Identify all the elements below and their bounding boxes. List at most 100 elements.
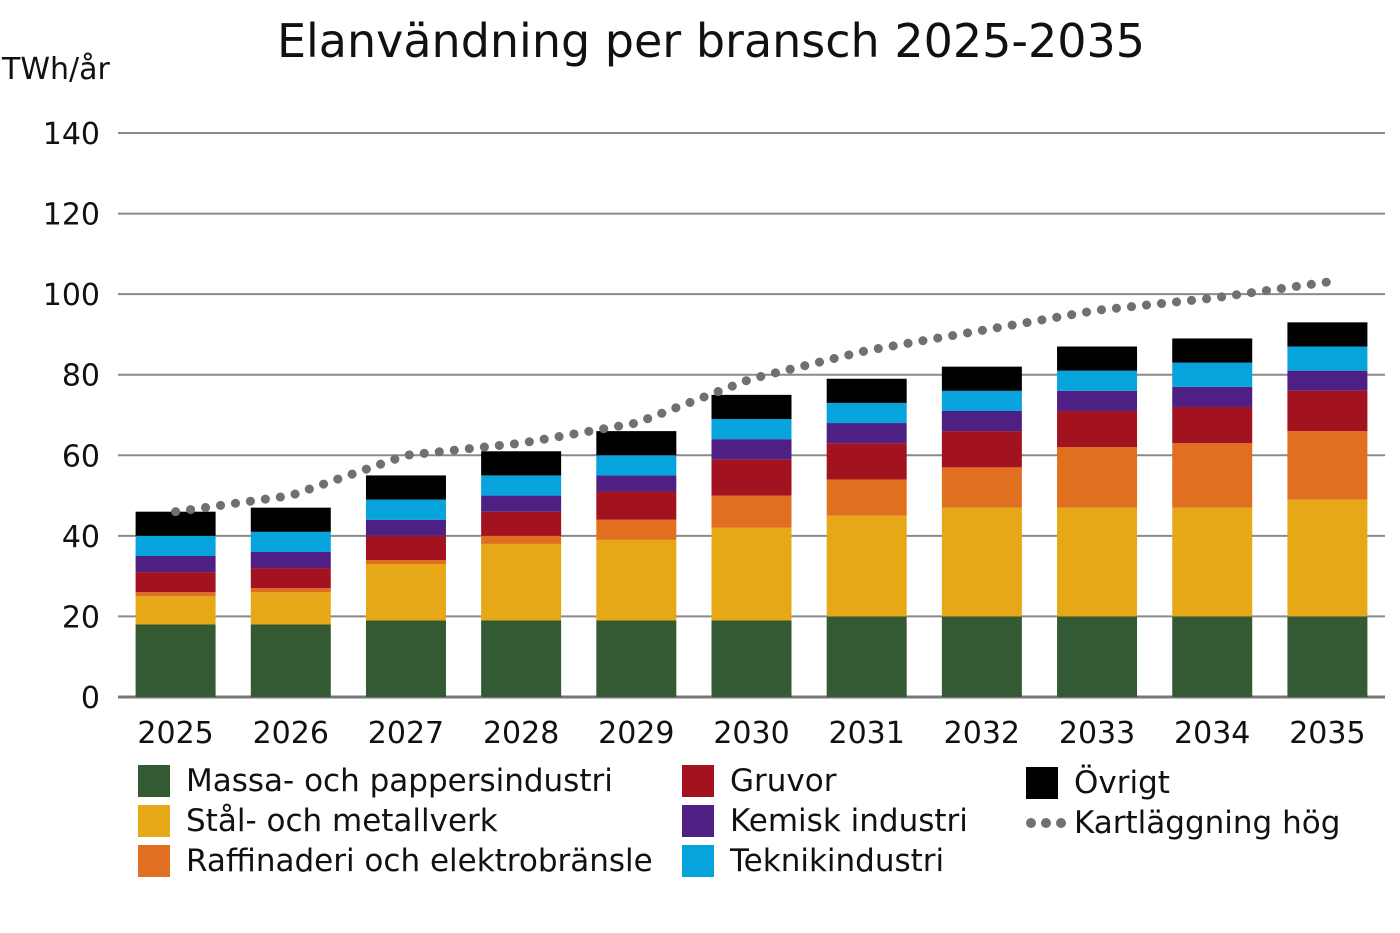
legend-swatch <box>682 805 714 837</box>
bar-segment <box>481 475 562 496</box>
bar-segment <box>481 620 562 697</box>
bar-segment <box>1172 406 1253 444</box>
bar-segment <box>250 624 331 697</box>
legend-label: Massa- och pappersindustri <box>186 763 613 799</box>
bar-segment <box>826 423 907 444</box>
y-tick-label: 120 <box>43 198 100 233</box>
bar-segment <box>135 572 216 593</box>
legend-label: Teknikindustri <box>730 843 945 879</box>
bar-segment <box>711 620 792 697</box>
legend-item-teknik: Teknikindustri <box>682 842 944 880</box>
bar-segment <box>135 556 216 573</box>
bar-segment <box>365 535 446 561</box>
bar-segment <box>250 568 331 589</box>
bar-segment <box>826 479 907 516</box>
legend-item-raffinaderi: Raffinaderi och elektrobränsle <box>138 842 653 880</box>
legend-label: Raffinaderi och elektrobränsle <box>186 843 653 879</box>
y-tick-label: 0 <box>81 681 100 716</box>
bar-segment <box>941 431 1022 468</box>
bar-segment <box>1057 410 1138 448</box>
bar-segment <box>1287 346 1368 371</box>
bar-segment <box>481 511 562 536</box>
bar-segment <box>135 624 216 697</box>
legend-swatch <box>138 845 170 877</box>
bar-segment <box>1287 322 1368 347</box>
legend-item-massa: Massa- och pappersindustri <box>138 762 613 800</box>
bar-segment <box>711 459 792 496</box>
y-tick-label: 80 <box>62 359 100 394</box>
bar-segment <box>1287 370 1368 391</box>
legend-label: Gruvor <box>730 763 837 799</box>
bar-segment <box>1172 338 1253 363</box>
y-tick-labels: 0 20 40 60 80 100 120 140 <box>43 117 100 716</box>
bar-segment <box>250 588 331 593</box>
bar-segment <box>481 451 562 476</box>
bar-segment <box>596 620 677 697</box>
bar-segment <box>1172 443 1253 508</box>
bar-segment <box>1057 346 1138 371</box>
bar-segment <box>1057 390 1138 411</box>
bar-segment <box>596 431 677 456</box>
legend-swatch <box>1026 767 1058 799</box>
bar-segment <box>711 419 792 440</box>
bar-segment <box>596 475 677 492</box>
legend-item-kemisk: Kemisk industri <box>682 802 968 840</box>
bar-segment <box>135 592 216 597</box>
x-tick-labels: 2025 2026 2027 2028 2029 2030 2031 2032 2033 2034… <box>137 716 1365 751</box>
bar-segment <box>1172 386 1253 407</box>
bar-segment <box>941 616 1022 697</box>
chart-title: Elanvändning per bransch 2025-2035 <box>276 14 1146 68</box>
bar-segment <box>250 551 331 569</box>
bar-segment <box>365 560 446 565</box>
bar-segment <box>711 394 792 420</box>
bar-segment <box>941 467 1022 508</box>
bar-segment <box>711 495 792 528</box>
bar-segment <box>1057 370 1138 391</box>
bar-segment <box>481 535 562 544</box>
x-tick-label: 2032 <box>944 716 1020 751</box>
y-tick-label: 140 <box>43 117 100 152</box>
bar-segment <box>365 499 446 520</box>
legend-label: Kartläggning hög <box>1074 805 1341 841</box>
bar-segment <box>596 491 677 520</box>
y-tick-label: 60 <box>62 439 100 474</box>
legend-item-gruvor: Gruvor <box>682 762 836 800</box>
bar-segment <box>135 535 216 556</box>
legend: Massa- och pappersindustri Stål- och met… <box>0 760 1400 920</box>
bar-segment <box>941 390 1022 411</box>
x-tick-label: 2025 <box>137 716 213 751</box>
trend-line <box>171 277 1332 517</box>
legend-swatch <box>138 805 170 837</box>
x-tick-label: 2031 <box>829 716 905 751</box>
bar-segment <box>1057 507 1138 617</box>
x-tick-label: 2026 <box>253 716 329 751</box>
y-tick-label: 20 <box>62 600 100 635</box>
bar-segment <box>826 515 907 617</box>
bar-segment <box>1172 507 1253 617</box>
trend-line-path <box>171 277 1332 517</box>
bar-segment <box>1172 362 1253 387</box>
bar-segment <box>1287 499 1368 617</box>
bar-segment <box>1287 616 1368 697</box>
bar-segment <box>365 620 446 697</box>
x-tick-label: 2033 <box>1059 716 1135 751</box>
bars <box>135 322 1368 697</box>
bar-segment <box>826 402 907 424</box>
y-axis-label: TWh/år <box>2 52 110 87</box>
legend-dotted-line-icon <box>1026 818 1066 828</box>
legend-label: Stål- och metallverk <box>186 803 498 839</box>
bar-segment <box>941 410 1022 432</box>
bar-segment <box>941 507 1022 617</box>
bar-segment <box>711 527 792 621</box>
bar-segment <box>1287 390 1368 432</box>
legend-swatch <box>138 765 170 797</box>
x-tick-label: 2034 <box>1174 716 1250 751</box>
bar-segment <box>941 366 1022 391</box>
bar-segment <box>826 616 907 697</box>
legend-swatch <box>682 765 714 797</box>
bar-segment <box>596 455 677 476</box>
bar-segment <box>135 596 216 625</box>
bar-segment <box>826 443 907 480</box>
bar-segment <box>250 592 331 625</box>
